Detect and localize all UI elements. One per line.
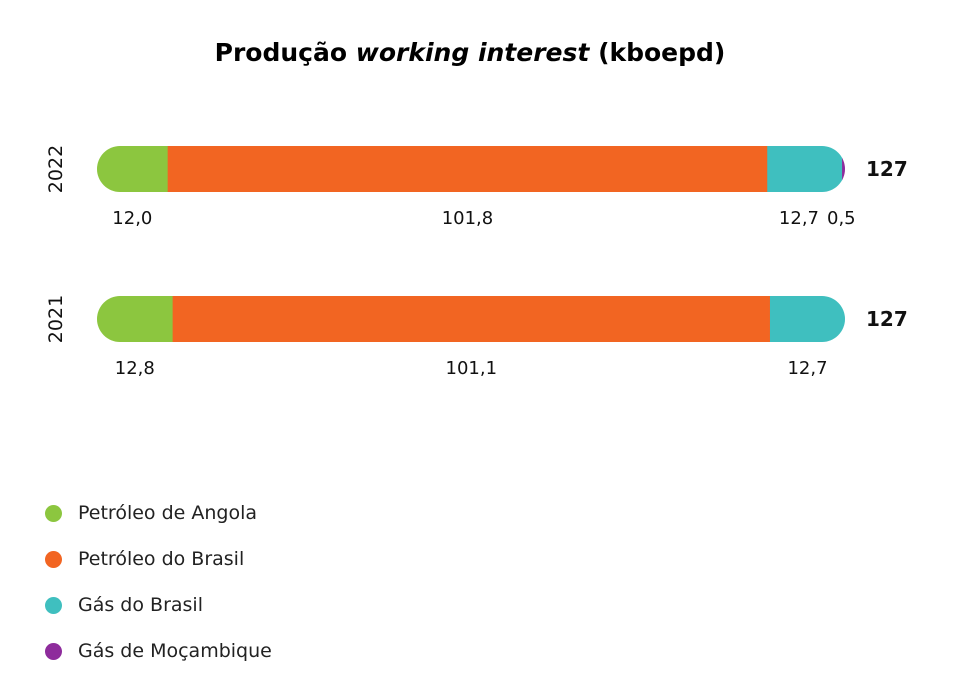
bar-segment-2022-0 <box>97 146 169 192</box>
bar-segment-2022-3 <box>842 146 845 192</box>
segment-label: 12,7 <box>779 208 819 229</box>
title-italic: working interest <box>355 38 590 67</box>
segment-label: 0,5 <box>827 208 856 229</box>
legend-swatch <box>45 642 62 660</box>
legend-item-gas-mocambique: Gás de Moçambique <box>45 628 272 674</box>
legend-swatch <box>45 550 62 568</box>
legend-swatch <box>45 504 62 522</box>
legend-item-gas-brasil: Gás do Brasil <box>45 582 272 628</box>
bar-group-2022 <box>97 146 845 192</box>
legend-item-petroleo-brasil: Petróleo do Brasil <box>45 536 272 582</box>
chart-title: Produção working interest (kboepd) <box>0 38 940 67</box>
legend: Petróleo de Angola Petróleo do Brasil Gá… <box>45 490 272 674</box>
segment-label: 12,8 <box>115 358 155 379</box>
bar-group-2021 <box>97 296 845 342</box>
legend-label: Petróleo de Angola <box>78 502 258 524</box>
title-unit: (kboepd) <box>598 38 726 67</box>
legend-label: Petróleo do Brasil <box>78 548 245 570</box>
legend-label: Gás de Moçambique <box>78 640 272 662</box>
category-label-2022: 2022 <box>45 145 67 193</box>
segment-label: 12,7 <box>787 358 827 379</box>
legend-item-petroleo-angola: Petróleo de Angola <box>45 490 272 536</box>
bar-segment-2021-2 <box>769 296 845 342</box>
total-label-2021: 127 <box>866 307 908 331</box>
legend-label: Gás do Brasil <box>78 594 203 616</box>
segment-label: 12,0 <box>112 208 152 229</box>
total-label-2022: 127 <box>866 157 908 181</box>
stacked-bar-chart: 12,0 101,8 12,7 0,5 2022 127 12,8 101,1 12,7 2021… <box>45 145 908 379</box>
segment-label: 101,1 <box>446 358 498 379</box>
bar-segment-2022-2 <box>767 146 843 192</box>
bar-segment-2022-1 <box>167 146 768 192</box>
legend-swatch <box>45 596 62 614</box>
segment-label: 101,8 <box>442 208 494 229</box>
category-label-2021: 2021 <box>45 295 67 343</box>
bar-segment-2021-0 <box>97 296 174 342</box>
bar-segment-2021-1 <box>172 296 771 342</box>
title-main: Produção <box>214 38 348 67</box>
